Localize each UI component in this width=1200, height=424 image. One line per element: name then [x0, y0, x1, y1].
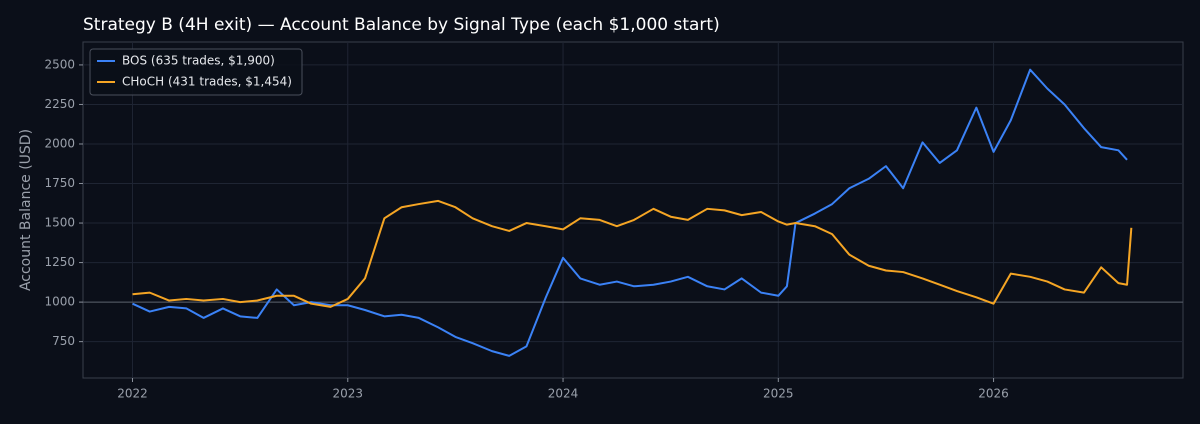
y-tick-label: 1750: [44, 176, 75, 190]
y-tick-label: 1000: [44, 295, 75, 309]
series-line: [132, 199, 1133, 308]
y-tick-label: 2250: [44, 97, 75, 111]
y-tick-label: 750: [52, 334, 75, 348]
y-tick-label: 2000: [44, 136, 75, 150]
legend-label: BOS (635 trades, $1,900): [122, 54, 275, 68]
x-tick-label: 2022: [117, 387, 148, 401]
legend-label: CHoCH (431 trades, $1,454): [122, 75, 292, 89]
x-tick-label: 2024: [548, 387, 579, 401]
x-tick-label: 2025: [763, 387, 794, 401]
y-tick-label: 1500: [44, 216, 75, 230]
legend: BOS (635 trades, $1,900) CHoCH (431 trade…: [89, 48, 303, 96]
y-tick-label: 2500: [44, 57, 75, 71]
legend-box: [89, 48, 303, 96]
y-tick-label: 1250: [44, 255, 75, 269]
x-tick-label: 2026: [978, 387, 1009, 401]
plot-area: [82, 41, 1184, 379]
series-line: [132, 68, 1128, 357]
chart-title: Strategy B (4H exit) — Account Balance b…: [83, 15, 720, 35]
x-tick-label: 2023: [333, 387, 364, 401]
y-axis-label: Account Balance (USD): [18, 129, 34, 291]
